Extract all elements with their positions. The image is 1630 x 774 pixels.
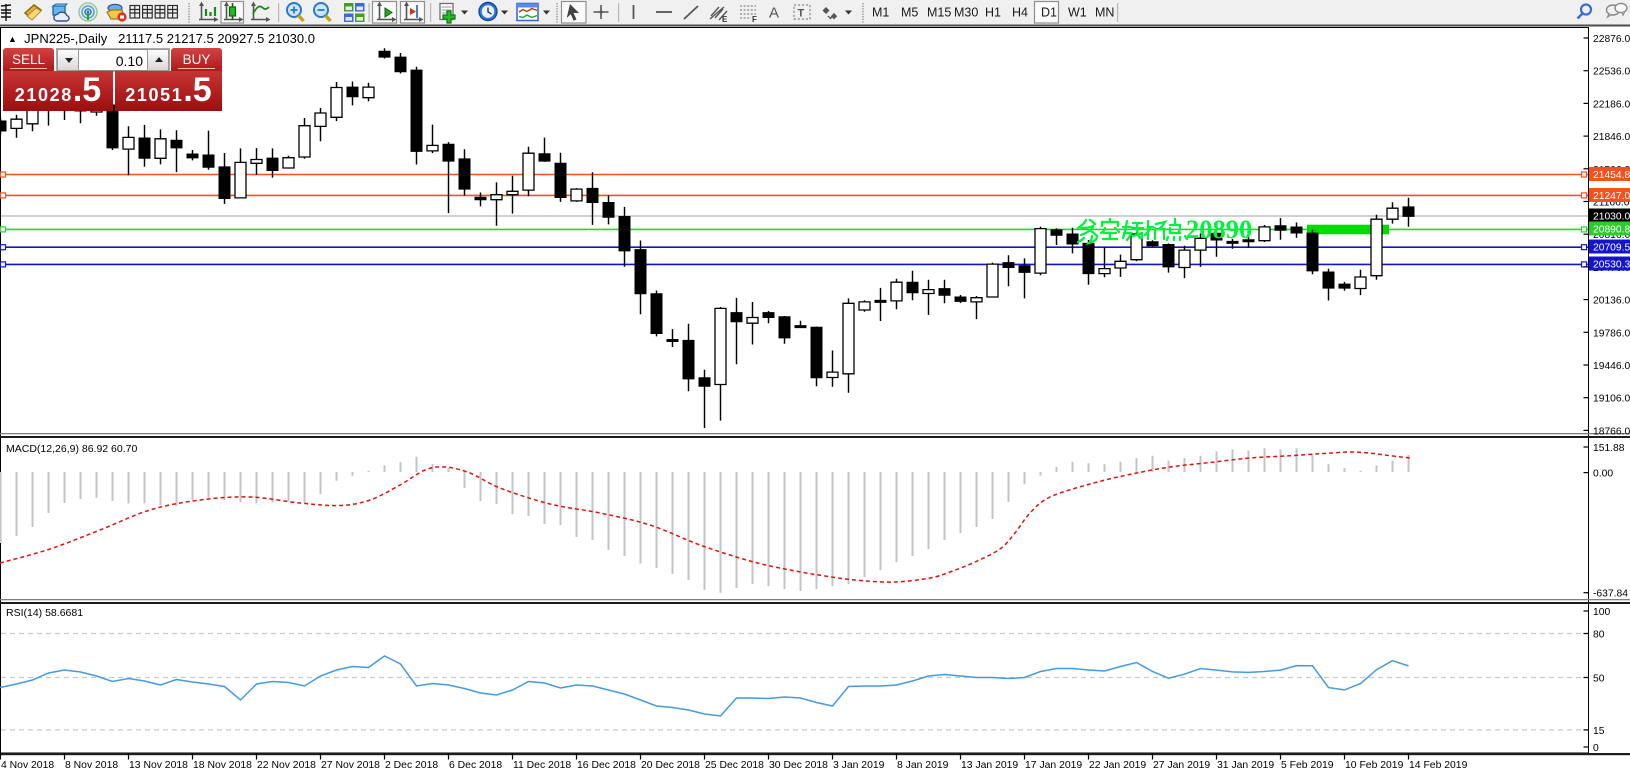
svg-text:13 Jan 2019: 13 Jan 2019 (961, 760, 1018, 771)
svg-text:A: A (769, 5, 779, 22)
svg-text:M15: M15 (927, 6, 951, 20)
svg-text:3 Jan 2019: 3 Jan 2019 (833, 760, 885, 771)
svg-text:15: 15 (1593, 726, 1605, 737)
svg-text:MACD(12,26,9) 86.92 60.70: MACD(12,26,9) 86.92 60.70 (6, 443, 137, 455)
svg-text:0: 0 (1593, 743, 1599, 754)
svg-text:11 Dec 2018: 11 Dec 2018 (513, 760, 571, 771)
svg-text:20530.3: 20530.3 (1593, 260, 1630, 271)
svg-text:8 Jan 2019: 8 Jan 2019 (897, 760, 949, 771)
svg-text:20890: 20890 (1186, 214, 1252, 244)
svg-text:F: F (752, 15, 757, 24)
svg-text:20 Dec 2018: 20 Dec 2018 (641, 760, 700, 771)
svg-text:31 Jan 2019: 31 Jan 2019 (1217, 760, 1274, 771)
svg-text:14 Feb 2019: 14 Feb 2019 (1409, 760, 1468, 771)
svg-text:2 Dec 2018: 2 Dec 2018 (385, 760, 438, 771)
svg-text:27 Nov 2018: 27 Nov 2018 (321, 760, 380, 771)
svg-text:22 Nov 2018: 22 Nov 2018 (257, 760, 316, 771)
svg-text:13 Nov 2018: 13 Nov 2018 (129, 760, 188, 771)
svg-text:M5: M5 (901, 6, 918, 20)
svg-text:25 Dec 2018: 25 Dec 2018 (705, 760, 764, 771)
svg-text:-637.84: -637.84 (1593, 589, 1628, 600)
svg-text:22186.0: 22186.0 (1593, 99, 1630, 110)
svg-text:22 Jan 2019: 22 Jan 2019 (1089, 760, 1146, 771)
svg-text:20136.0: 20136.0 (1593, 296, 1630, 307)
svg-text:22536.0: 22536.0 (1593, 67, 1630, 78)
svg-text:8 Nov 2018: 8 Nov 2018 (65, 760, 118, 771)
svg-text:MN: MN (1095, 6, 1114, 20)
svg-text:10 Feb 2019: 10 Feb 2019 (1345, 760, 1404, 771)
svg-text:T: T (798, 8, 805, 20)
svg-text:21247.0: 21247.0 (1593, 191, 1630, 202)
svg-text:22876.0: 22876.0 (1593, 34, 1630, 45)
svg-text:M30: M30 (954, 6, 978, 20)
svg-text:21846.0: 21846.0 (1593, 132, 1630, 143)
svg-text:4 Nov 2018: 4 Nov 2018 (1, 760, 54, 771)
svg-text:6 Dec 2018: 6 Dec 2018 (449, 760, 502, 771)
svg-text:M1: M1 (872, 6, 889, 20)
svg-text:16 Dec 2018: 16 Dec 2018 (577, 760, 636, 771)
svg-text:19446.0: 19446.0 (1593, 361, 1630, 372)
svg-text:27 Jan 2019: 27 Jan 2019 (1153, 760, 1210, 771)
svg-text:21454.8: 21454.8 (1593, 170, 1630, 181)
svg-text:100: 100 (1593, 607, 1610, 618)
svg-text:18766.0: 18766.0 (1593, 426, 1630, 437)
svg-text:19106.0: 19106.0 (1593, 394, 1630, 405)
svg-text:30 Dec 2018: 30 Dec 2018 (769, 760, 828, 771)
svg-text:H4: H4 (1012, 6, 1028, 20)
svg-text:20816.0: 20816.0 (1593, 230, 1630, 241)
svg-text:5 Feb 2019: 5 Feb 2019 (1281, 760, 1334, 771)
svg-text:20709.5: 20709.5 (1593, 243, 1630, 254)
svg-text:151.88: 151.88 (1593, 443, 1625, 454)
svg-text:50: 50 (1593, 674, 1605, 685)
svg-text:E: E (722, 15, 728, 24)
svg-text:17 Jan 2019: 17 Jan 2019 (1025, 760, 1082, 771)
svg-text:21166.0: 21166.0 (1593, 198, 1630, 209)
svg-text:18 Nov 2018: 18 Nov 2018 (193, 760, 252, 771)
svg-text:20890.8: 20890.8 (1593, 225, 1630, 236)
svg-text:W1: W1 (1068, 6, 1087, 20)
svg-text:80: 80 (1593, 630, 1605, 641)
svg-text:19786.0: 19786.0 (1593, 328, 1630, 339)
svg-text:21030.0: 21030.0 (1593, 212, 1630, 223)
svg-text:RSI(14) 58.6681: RSI(14) 58.6681 (6, 607, 83, 619)
svg-text:D1: D1 (1041, 6, 1057, 20)
svg-text:H1: H1 (985, 6, 1001, 20)
svg-text:0.00: 0.00 (1593, 469, 1613, 480)
